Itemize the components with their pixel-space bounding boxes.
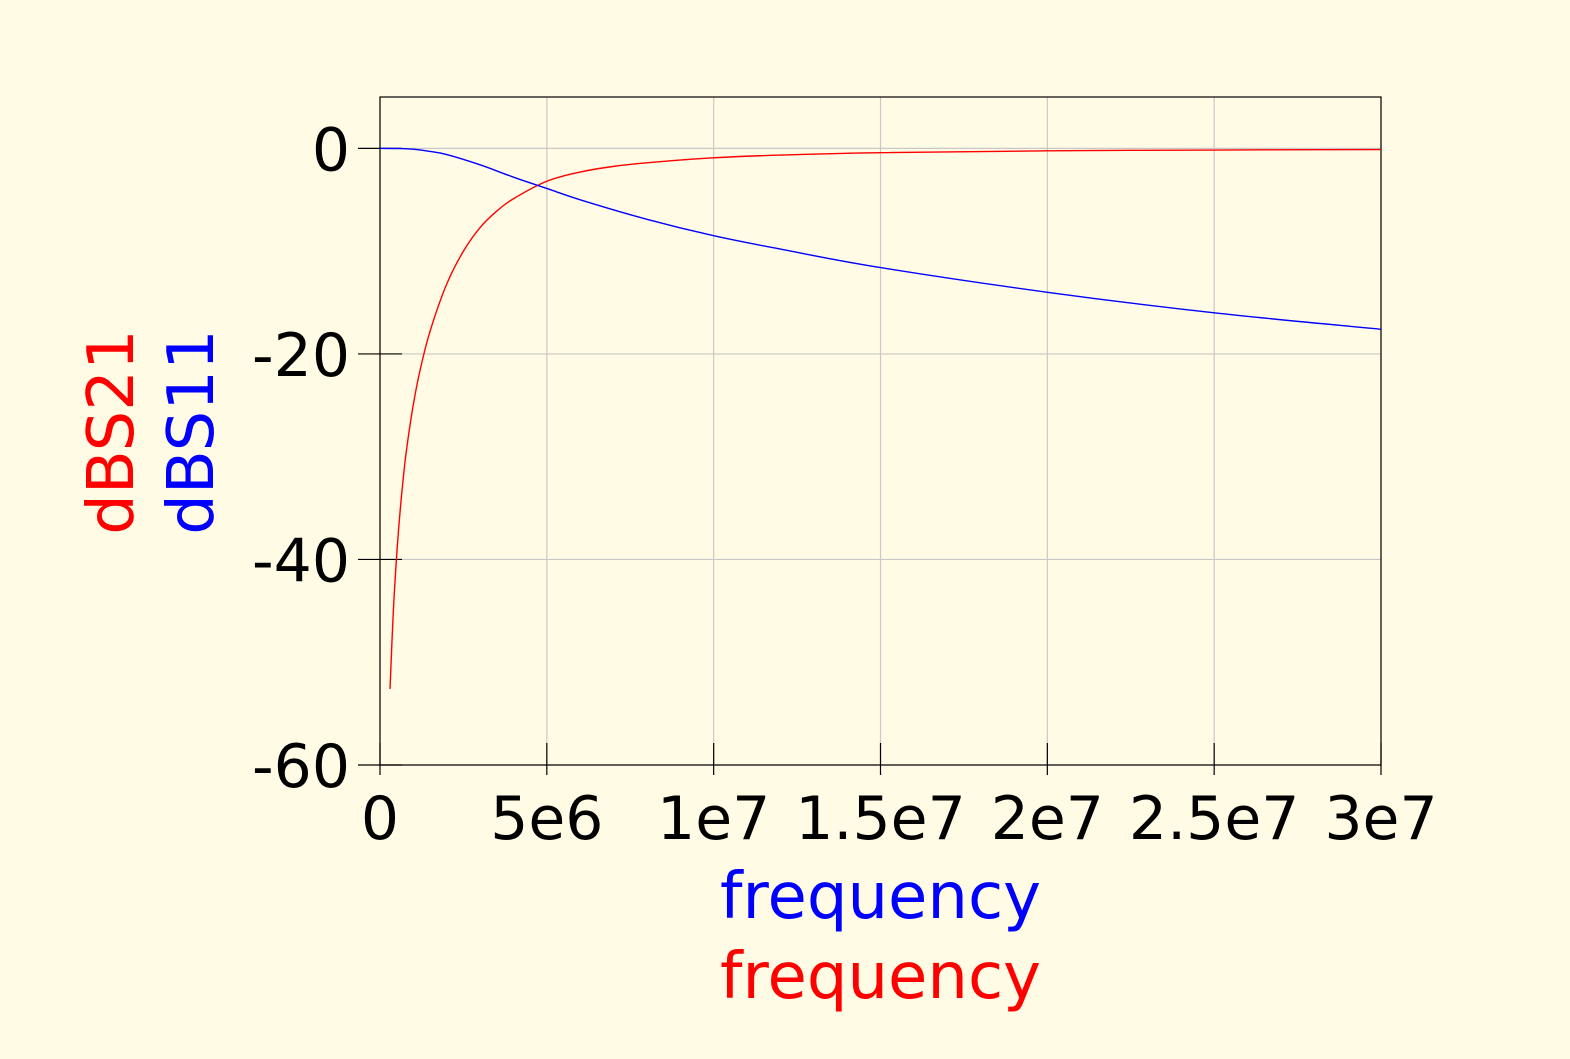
x-tick-label: 5e6 [490,784,603,854]
y-tick-label: 0 [312,115,350,185]
y-axis-title-0: dBS21 [75,329,149,534]
x-tick-label: 1.5e7 [795,784,966,854]
x-tick-label: 2.5e7 [1129,784,1300,854]
x-tick-label: 2e7 [991,784,1104,854]
y-tick-label: -60 [252,732,350,802]
x-tick-label: 1e7 [657,784,770,854]
series-line-dbs21 [389,148,1382,689]
series-line-dbs11 [379,147,1382,330]
y-tick-label: -20 [252,321,350,391]
y-tick-label: -40 [252,526,350,596]
grid-lines [379,97,1382,766]
axis-ticks [358,147,1382,775]
x-axis-title-0: frequency [720,860,1041,934]
tick-labels: 0 5e6 1e7 1.5e7 2e7 2.5e7 3e7 0 -20 -40 -60 [252,115,1438,854]
series-lines [379,147,1382,689]
x-tick-label: 0 [361,784,399,854]
x-tick-label: 3e7 [1324,784,1437,854]
y-axis-title-1: dBS11 [155,329,229,534]
x-axis-title-1: frequency [720,940,1041,1014]
